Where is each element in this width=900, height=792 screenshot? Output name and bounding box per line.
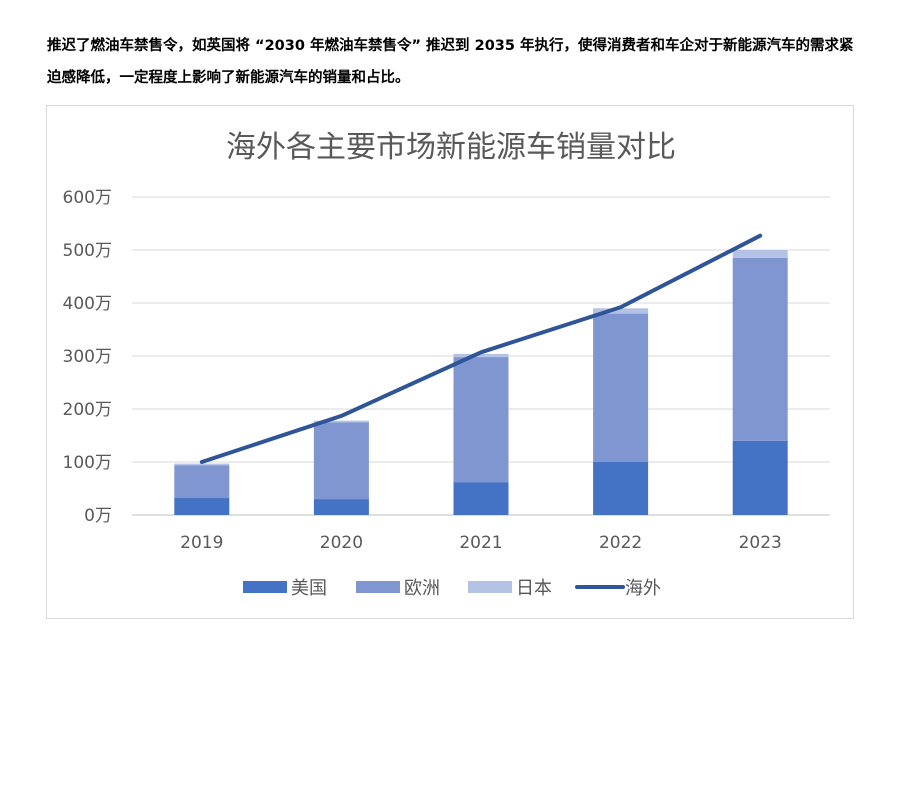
bar-segment xyxy=(453,357,509,483)
x-tick-label: 2023 xyxy=(739,533,782,553)
y-tick-label: 200万 xyxy=(63,400,112,420)
sales-chart: 海外各主要市场新能源车销量对比 0万 100万 200万 300万 400万 500万 60… xyxy=(46,105,854,619)
bar-segment xyxy=(732,257,788,441)
y-axis: 0万 100万 200万 300万 400万 500万 600万 xyxy=(63,188,112,526)
legend-label: 欧洲 xyxy=(404,578,440,599)
bars xyxy=(174,250,788,515)
y-tick-label: 300万 xyxy=(63,347,112,367)
chart-svg: 海外各主要市场新能源车销量对比 0万 100万 200万 300万 400万 500万 60… xyxy=(63,130,830,599)
bar-segment xyxy=(593,462,649,515)
legend: 美国 欧洲 日本 海外 xyxy=(243,578,661,599)
legend-label: 海外 xyxy=(625,578,661,599)
y-tick-label: 400万 xyxy=(63,294,112,314)
line-series-path xyxy=(199,233,763,464)
x-tick-label: 2021 xyxy=(459,533,502,553)
bar-segment xyxy=(174,498,230,515)
legend-label: 日本 xyxy=(516,578,552,599)
x-tick-label: 2019 xyxy=(180,533,223,553)
bar-segment xyxy=(593,308,649,314)
bar-segment xyxy=(174,465,230,499)
legend-swatch xyxy=(356,581,400,593)
bar-segment xyxy=(174,463,230,466)
article-paragraph: 推迟了燃油车禁售令，如英国将 “2030 年燃油车禁售令” 推迟到 2035 年… xyxy=(47,38,854,86)
bar-segment xyxy=(453,353,509,358)
legend-swatch xyxy=(243,581,287,593)
y-tick-label: 100万 xyxy=(63,453,112,473)
legend-swatch xyxy=(468,581,512,593)
x-axis: 2019 2020 2021 2022 2023 xyxy=(180,533,782,553)
x-tick-label: 2020 xyxy=(320,533,363,553)
chart-title: 海外各主要市场新能源车销量对比 xyxy=(226,130,676,165)
bar-segment xyxy=(453,482,509,515)
x-tick-label: 2022 xyxy=(599,533,642,553)
bar-segment xyxy=(732,250,788,258)
bar-segment xyxy=(593,313,649,462)
line-series xyxy=(199,233,763,464)
y-tick-label: 500万 xyxy=(63,241,112,261)
bar-segment xyxy=(313,422,369,500)
legend-label: 美国 xyxy=(291,578,327,599)
bar-segment xyxy=(313,499,369,515)
bar-segment xyxy=(313,420,369,423)
y-tick-label: 0万 xyxy=(84,506,112,526)
y-tick-label: 600万 xyxy=(63,188,112,208)
bar-segment xyxy=(732,440,788,515)
